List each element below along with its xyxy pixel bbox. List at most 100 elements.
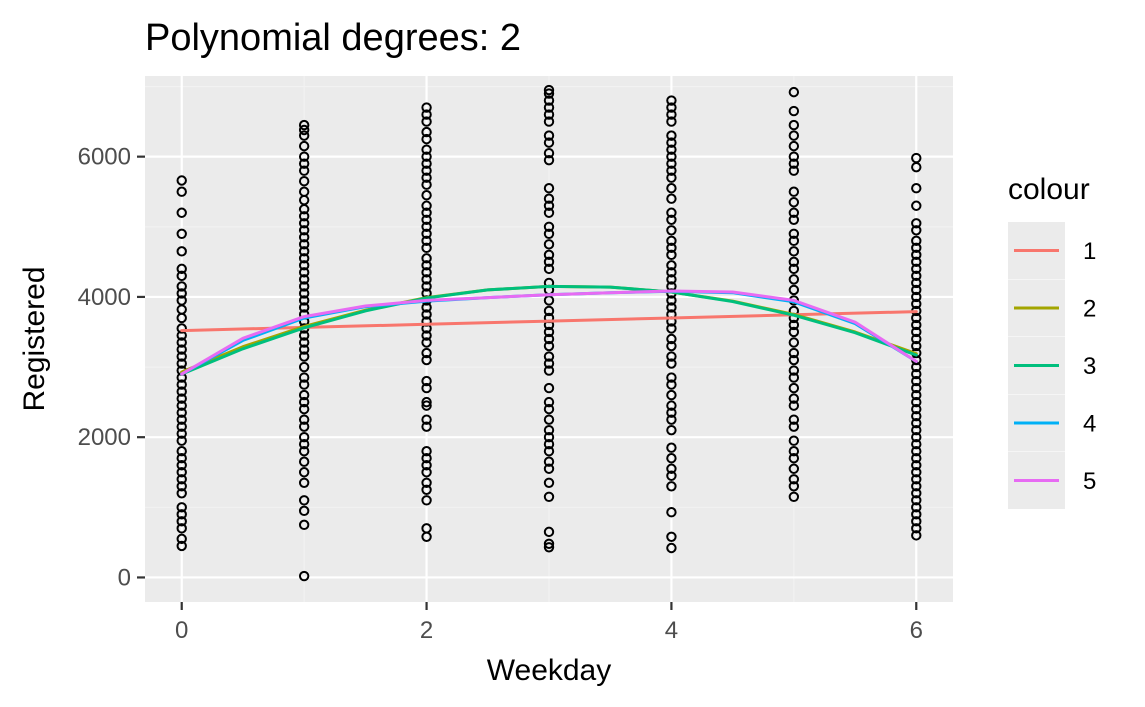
y-tick-label: 2000 — [78, 424, 131, 451]
data-point — [911, 284, 922, 296]
fit-lines — [180, 284, 918, 376]
data-point — [543, 88, 555, 99]
data-point — [421, 126, 432, 138]
data-point — [666, 400, 677, 411]
legend-label: 4 — [1083, 411, 1096, 438]
data-point — [788, 119, 800, 131]
data-point — [176, 421, 187, 432]
data-point — [176, 400, 187, 411]
data-point — [788, 274, 800, 285]
data-point — [298, 281, 310, 292]
data-point — [176, 407, 187, 418]
legend-label: 5 — [1083, 468, 1096, 495]
data-point — [911, 382, 922, 394]
data-point — [176, 481, 187, 492]
data-point — [666, 470, 677, 481]
data-point — [911, 460, 922, 471]
data-point — [788, 365, 800, 376]
data-point — [911, 263, 922, 275]
data-point — [298, 519, 310, 531]
data-point — [911, 291, 922, 303]
y-axis-title: Registered — [18, 266, 51, 411]
data-point — [543, 154, 555, 166]
data-point — [666, 183, 677, 194]
data-point — [788, 207, 800, 218]
data-point — [421, 484, 432, 495]
data-point — [421, 460, 432, 471]
data-point — [911, 481, 922, 492]
data-point — [788, 246, 800, 257]
data-point — [911, 502, 922, 513]
data-point — [911, 467, 922, 478]
data-point — [911, 417, 922, 429]
data-point — [543, 365, 555, 376]
data-point — [666, 463, 677, 474]
data-point — [788, 481, 800, 492]
data-point — [666, 116, 677, 127]
data-point — [421, 242, 432, 254]
data-point — [176, 446, 187, 457]
data-point — [911, 183, 922, 194]
data-point — [176, 488, 187, 499]
data-point — [421, 109, 432, 120]
data-point — [421, 228, 432, 240]
data-point — [543, 200, 555, 211]
data-point — [421, 214, 432, 225]
data-point — [543, 463, 555, 474]
data-point — [176, 453, 187, 464]
data-point — [421, 421, 432, 432]
data-point — [298, 431, 310, 443]
data-point — [788, 354, 800, 366]
data-point — [176, 386, 187, 397]
data-point — [666, 531, 677, 542]
x-tick-label: 6 — [910, 617, 923, 644]
data-point — [666, 295, 677, 306]
data-point — [298, 477, 310, 488]
data-point — [666, 109, 677, 120]
data-point — [421, 144, 432, 155]
data-point — [421, 200, 432, 211]
data-point — [421, 330, 432, 341]
data-point — [666, 172, 677, 183]
data-point — [298, 439, 310, 450]
data-point — [666, 165, 677, 176]
data-point — [911, 326, 922, 338]
data-point — [298, 495, 310, 506]
data-point — [666, 358, 677, 369]
data-point — [298, 119, 310, 131]
data-point — [176, 270, 187, 282]
chart-title: Polynomial degrees: 2 — [145, 17, 521, 59]
data-point — [298, 344, 310, 355]
data-point — [421, 531, 432, 542]
data-point — [176, 323, 187, 334]
data-point — [298, 379, 310, 390]
data-point — [543, 326, 555, 338]
data-point — [788, 140, 800, 152]
data-point — [666, 407, 677, 418]
data-point — [666, 372, 677, 383]
data-point — [666, 302, 677, 313]
data-point — [298, 151, 310, 162]
data-point — [543, 456, 555, 467]
data-point — [911, 495, 922, 506]
data-point — [911, 235, 922, 247]
data-point — [176, 509, 187, 520]
data-point — [298, 351, 310, 362]
data-point — [666, 507, 677, 518]
data-point — [788, 105, 800, 117]
data-point — [666, 414, 677, 425]
data-point — [421, 165, 432, 176]
data-point — [788, 263, 800, 275]
data-point — [911, 410, 922, 422]
data-point — [543, 396, 555, 408]
data-point — [543, 116, 555, 127]
data-point — [298, 456, 310, 467]
data-point — [911, 161, 922, 173]
data-point — [788, 347, 800, 359]
data-point — [298, 389, 310, 401]
data-point — [543, 305, 555, 317]
data-point — [298, 467, 310, 478]
data-point — [543, 221, 555, 232]
y-tick-label: 0 — [118, 564, 131, 591]
